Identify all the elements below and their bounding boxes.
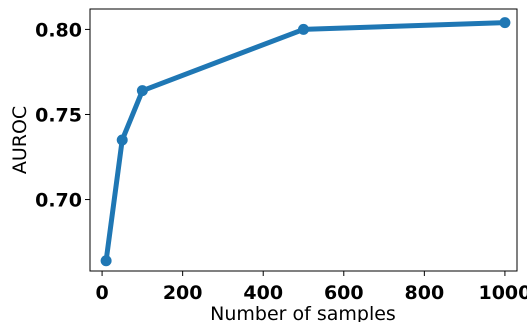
x-tick-label: 0	[95, 282, 108, 304]
x-axis-label: Number of samples	[210, 303, 396, 322]
y-tick-label: 0.75	[35, 104, 82, 126]
y-tick-label: 0.70	[35, 190, 82, 212]
x-tick-label: 200	[163, 282, 203, 304]
plot-marks	[100, 17, 511, 267]
x-tick-label: 600	[324, 282, 364, 304]
x-tick-label: 1000	[478, 282, 527, 304]
data-point	[298, 23, 309, 35]
y-axis-label: AUROC	[9, 106, 31, 174]
x-tick-label: 400	[243, 282, 283, 304]
y-axis: 0.70 0.75 0.80	[35, 19, 90, 212]
x-tick-label: 800	[405, 282, 445, 304]
x-axis: 0 200 400 600 800 1000	[95, 271, 527, 304]
plot-frame	[89, 8, 518, 272]
data-point	[100, 255, 112, 267]
data-point	[116, 134, 128, 146]
y-tick-label: 0.80	[35, 19, 82, 41]
data-point	[499, 17, 511, 29]
series-line	[103, 20, 508, 264]
data-point	[136, 85, 148, 97]
